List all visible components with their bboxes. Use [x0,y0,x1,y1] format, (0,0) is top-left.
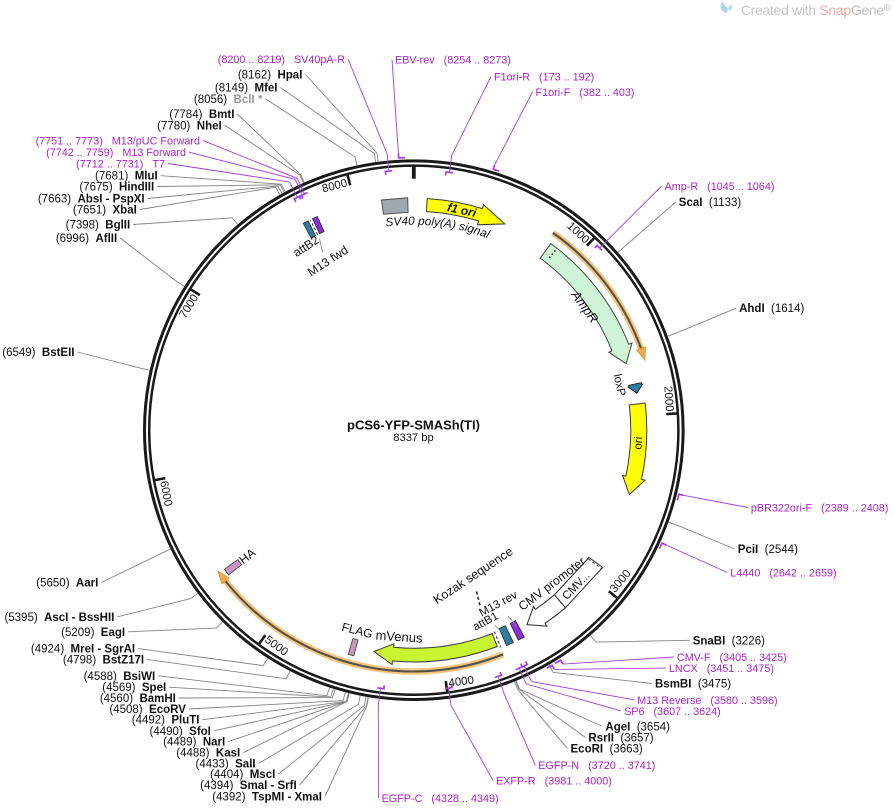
svg-text:EBV-rev (8254 .. 8273): EBV-rev (8254 .. 8273) [395,55,511,67]
svg-text:EGFP-C (4328 .. 4349): EGFP-C (4328 .. 4349) [382,793,499,804]
svg-text:(5209) EagI: (5209) EagI [61,627,125,639]
svg-text:ori: ori [633,436,646,449]
svg-text:ScaI (1133): ScaI (1133) [679,197,742,209]
svg-text:BsmBI (3475): BsmBI (3475) [655,679,731,691]
svg-text:Amp-R (1045 .. 1064): Amp-R (1045 .. 1064) [665,181,775,193]
svg-text:(4392) TspMI - XmaI: (4392) TspMI - XmaI [212,792,322,804]
svg-text:pBR322ori-F (2389 .. 2408): pBR322ori-F (2389 .. 2408) [751,503,888,515]
svg-text:(8162) HpaI: (8162) HpaI [238,70,303,82]
svg-text:AhdI (1614): AhdI (1614) [739,303,804,315]
svg-text:pCS6-YFP-SMASh(TI): pCS6-YFP-SMASh(TI) [347,418,480,433]
svg-text:(8200 .. 8219) SV40pA-R: (8200 .. 8219) SV40pA-R [218,54,345,66]
svg-text:(5395) AscI - BssHII: (5395) AscI - BssHII [4,612,114,624]
svg-text:F1ori-F (382 .. 403): F1ori-F (382 .. 403) [536,87,635,99]
svg-text:EXFP-R (3981 .. 4000): EXFP-R (3981 .. 4000) [496,775,612,787]
svg-text:2000: 2000 [661,386,675,412]
svg-text:(5650) AarI: (5650) AarI [36,578,98,590]
svg-text:(7784) BmtI: (7784) BmtI [169,109,234,121]
svg-text:(4588) BsiWI: (4588) BsiWI [84,671,156,683]
svg-text:F1ori-R (173 .. 192): F1ori-R (173 .. 192) [494,72,594,84]
svg-text:(8056) BclI *: (8056) BclI * [194,94,263,106]
svg-text:(7780) NheI: (7780) NheI [157,120,222,132]
svg-text:8337 bp: 8337 bp [393,432,433,444]
svg-text:SnaBI (3226): SnaBI (3226) [693,635,765,647]
svg-text:Created with SnapGene®: Created with SnapGene® [741,2,892,18]
svg-text:L4440 (2642 .. 2659): L4440 (2642 .. 2659) [730,568,836,580]
svg-text:(8149) MfeI: (8149) MfeI [215,83,278,95]
svg-text:(7675) HindIII: (7675) HindIII [79,182,154,194]
svg-text:(7712 .. 7731) T7: (7712 .. 7731) T7 [76,159,165,171]
svg-text:EcoRI (3663): EcoRI (3663) [571,744,643,756]
svg-text:(7751 .. 7773) M13/pUC Forwa: (7751 .. 7773) M13/pUC Forward [36,136,200,148]
svg-text:(6996) AflII: (6996) AflII [56,233,117,245]
svg-text:SP6 (3607 .. 3624): SP6 (3607 .. 3624) [624,706,721,718]
svg-text:(4394) SmaI - SrfI: (4394) SmaI - SrfI [200,780,297,792]
svg-text:LNCX (3451 .. 3475): LNCX (3451 .. 3475) [669,663,774,675]
svg-text:(7398) BglII: (7398) BglII [66,220,131,232]
svg-text:EGFP-N (3720 .. 3741): EGFP-N (3720 .. 3741) [538,760,655,772]
svg-text:(6549) BstEII: (6549) BstEII [2,347,74,359]
svg-text:PciI (2544): PciI (2544) [738,544,798,556]
svg-text:(4798) BstZ17I: (4798) BstZ17I [63,654,144,666]
svg-text:(7742 .. 7759) M13 Forward: (7742 .. 7759) M13 Forward [46,147,186,159]
svg-text:(7651) XbaI: (7651) XbaI [73,205,137,217]
